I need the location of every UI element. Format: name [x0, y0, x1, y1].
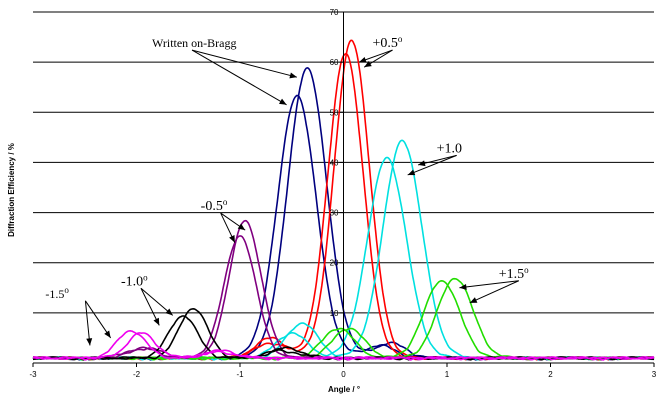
annotation-arrow	[191, 49, 298, 78]
arrowhead	[279, 98, 287, 105]
arrowhead	[289, 72, 297, 79]
annotations: Written on-Bragg +0.5o +1.0 +1.5o -0.5o -1.0o…	[45, 34, 529, 346]
arrowhead	[165, 308, 173, 316]
y-tick-label: 40	[330, 158, 339, 167]
annotation-m10: -1.0o	[121, 272, 148, 289]
annotation-arrow	[191, 49, 287, 106]
x-tick-label: -3	[29, 370, 37, 379]
annotation-m15: -1.5o	[45, 285, 69, 301]
y-tick-label: 70	[330, 8, 339, 17]
y-axis-label: Diffraction Efficiency / %	[7, 143, 16, 237]
annotation-p05: +0.5o	[372, 34, 402, 51]
y-tick-label: 20	[330, 259, 339, 268]
arrowhead	[469, 297, 478, 303]
annotation-m05: -0.5o	[201, 197, 228, 214]
y-tick-label: 60	[330, 58, 339, 67]
x-axis-label: Angle / °	[328, 385, 360, 394]
arrowhead	[418, 160, 426, 167]
x-tick-label: 1	[445, 370, 450, 379]
annotation-arrow	[407, 154, 457, 176]
arrowhead	[86, 338, 93, 346]
axes: -3 -2 -1 0 1 2 3 10 20 30 40 50 60 70	[29, 8, 656, 379]
annotation-p15: +1.5o	[499, 265, 529, 282]
arrowhead	[153, 317, 160, 326]
arrowhead	[237, 223, 246, 231]
x-tick-label: 0	[341, 370, 346, 379]
annotation-arrow	[85, 300, 112, 339]
arrowhead	[359, 56, 367, 63]
y-tick-label: 30	[330, 209, 339, 218]
arrowhead	[229, 235, 235, 243]
annotation-arrow	[84, 300, 91, 346]
y-tick-label: 10	[330, 309, 339, 318]
annotation-arrow	[459, 280, 519, 289]
arrowhead	[104, 330, 111, 338]
annotation-arrow	[469, 280, 519, 304]
arrowhead	[459, 283, 467, 290]
x-tick-label: -1	[236, 370, 244, 379]
x-tick-label: 3	[652, 370, 657, 379]
annotation-on_bragg: Written on-Bragg	[152, 36, 237, 50]
y-tick-label: 50	[330, 108, 339, 117]
annotation-p10: +1.0	[437, 141, 462, 156]
x-tick-label: 2	[548, 370, 553, 379]
arrowhead	[407, 169, 416, 176]
arrowhead	[364, 60, 372, 68]
x-tick-label: -2	[133, 370, 141, 379]
